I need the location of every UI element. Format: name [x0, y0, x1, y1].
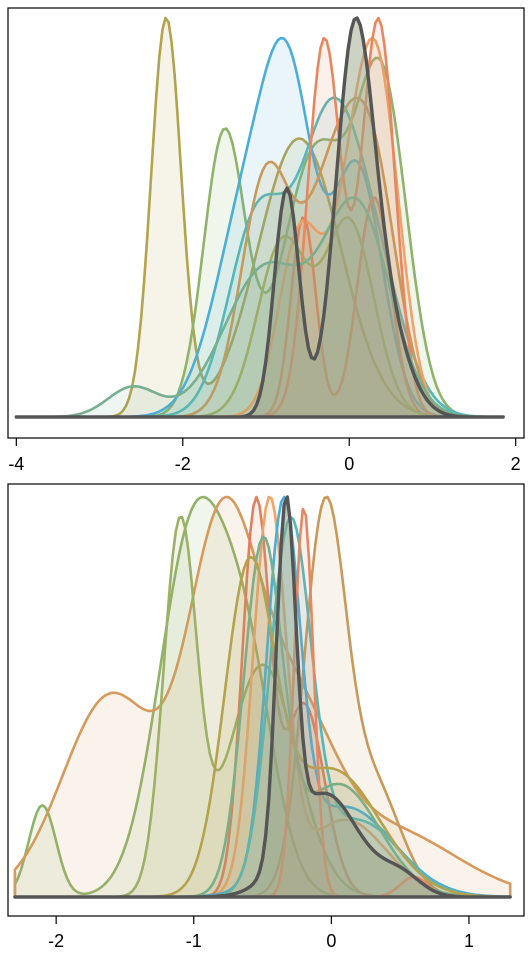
density-panel-bottom: -2 -1 0 1: [7, 483, 525, 951]
x-tick-label: -4: [8, 454, 24, 474]
x-tick-label: 0: [344, 454, 354, 474]
density-panel-top: -4 -2 0 2: [7, 7, 525, 474]
x-tick-label: 2: [511, 454, 521, 474]
plot-frame: [7, 483, 525, 917]
x-tick-label: -1: [186, 931, 202, 951]
plot-frame: [7, 7, 525, 439]
x-tick-label: -2: [48, 931, 64, 951]
x-tick-label: 1: [464, 931, 474, 951]
x-tick-label: 0: [326, 931, 336, 951]
x-tick-label: -2: [175, 454, 191, 474]
